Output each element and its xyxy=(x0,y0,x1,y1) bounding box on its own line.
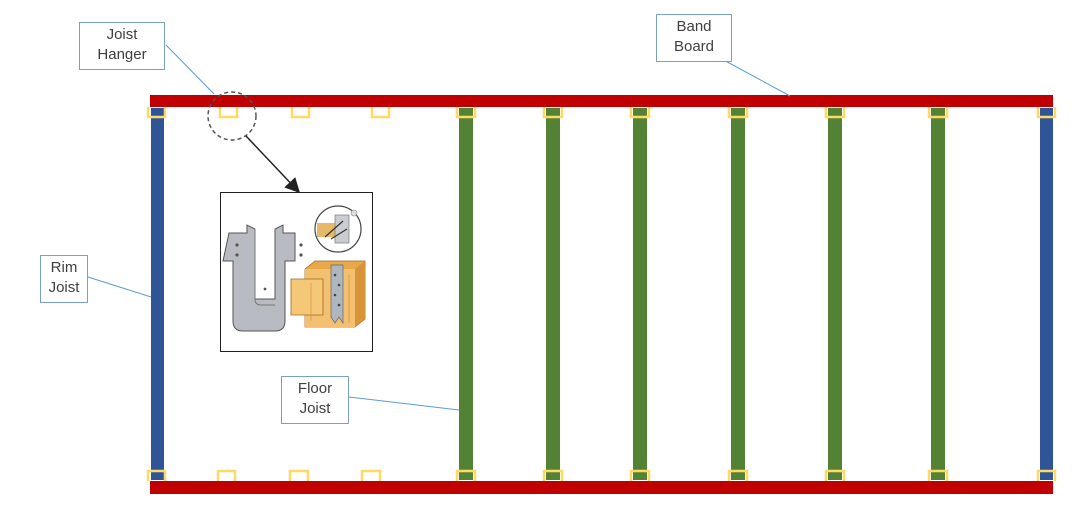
floor-joist xyxy=(633,108,647,480)
wood-joist-assembly-icon xyxy=(290,260,366,328)
joist-hanger-label-line1: Joist xyxy=(106,26,138,43)
leader-floor-joist xyxy=(348,396,460,411)
hanger-bottom xyxy=(146,469,167,481)
floor-joist xyxy=(459,108,473,480)
leader-rim-joist xyxy=(87,276,152,298)
band-board-label-line1: Band xyxy=(676,18,712,35)
metal-hanger-icon xyxy=(222,224,303,332)
joist-hanger-illustration xyxy=(222,205,366,332)
leader-joist-hanger xyxy=(165,44,215,95)
joist-hanger-inset xyxy=(220,192,373,352)
floor-joist xyxy=(828,108,842,480)
floor-joists xyxy=(459,108,945,480)
rim-joist-label-line1: Rim xyxy=(50,259,78,276)
rim-joist-left xyxy=(151,108,164,480)
band-board-label-line2: Board xyxy=(673,38,715,55)
hanger-top xyxy=(727,107,749,119)
hanger-bottom xyxy=(1036,469,1057,481)
leader-band-board xyxy=(719,57,791,97)
hanger-bottom xyxy=(542,469,564,481)
floor-joist-label-line1: Floor xyxy=(297,380,333,397)
hanger-bottom xyxy=(288,469,310,481)
hanger-top xyxy=(455,107,477,119)
hanger-top xyxy=(290,107,311,119)
nail-detail-circle xyxy=(314,205,362,253)
rim-joist-label-line2: Joist xyxy=(48,279,80,296)
hanger-bottom xyxy=(360,469,382,481)
band-board-label: Band Board xyxy=(656,14,732,62)
band-board-top xyxy=(150,95,1053,107)
floor-joist xyxy=(546,108,560,480)
leader-lines xyxy=(87,44,791,411)
hanger-top xyxy=(927,107,949,119)
hanger-top xyxy=(370,107,391,119)
band-board-bottom xyxy=(150,481,1053,494)
hanger-top xyxy=(824,107,846,119)
hanger-top xyxy=(146,107,167,119)
hanger-top xyxy=(218,107,239,119)
joist-hangers xyxy=(146,107,1057,481)
magnifier-circle xyxy=(207,91,257,141)
floor-joist xyxy=(931,108,945,480)
floor-joist-label-line2: Joist xyxy=(299,400,331,417)
hanger-top xyxy=(629,107,651,119)
rim-joist-right xyxy=(1040,108,1053,480)
hanger-bottom xyxy=(216,469,237,481)
floor-joist xyxy=(731,108,745,480)
hanger-bottom xyxy=(727,469,749,481)
hanger-bottom xyxy=(455,469,477,481)
hanger-bottom xyxy=(629,469,651,481)
floor-joist-label: Floor Joist xyxy=(281,376,349,424)
zoom-arrow xyxy=(245,135,301,194)
rim-joist-label: Rim Joist xyxy=(40,255,88,303)
hanger-top xyxy=(542,107,564,119)
hanger-bottom xyxy=(927,469,949,481)
joist-hanger-label-line2: Hanger xyxy=(97,46,147,63)
hanger-bottom xyxy=(824,469,846,481)
hanger-top xyxy=(1036,107,1057,119)
joist-hanger-label: Joist Hanger xyxy=(79,22,165,70)
